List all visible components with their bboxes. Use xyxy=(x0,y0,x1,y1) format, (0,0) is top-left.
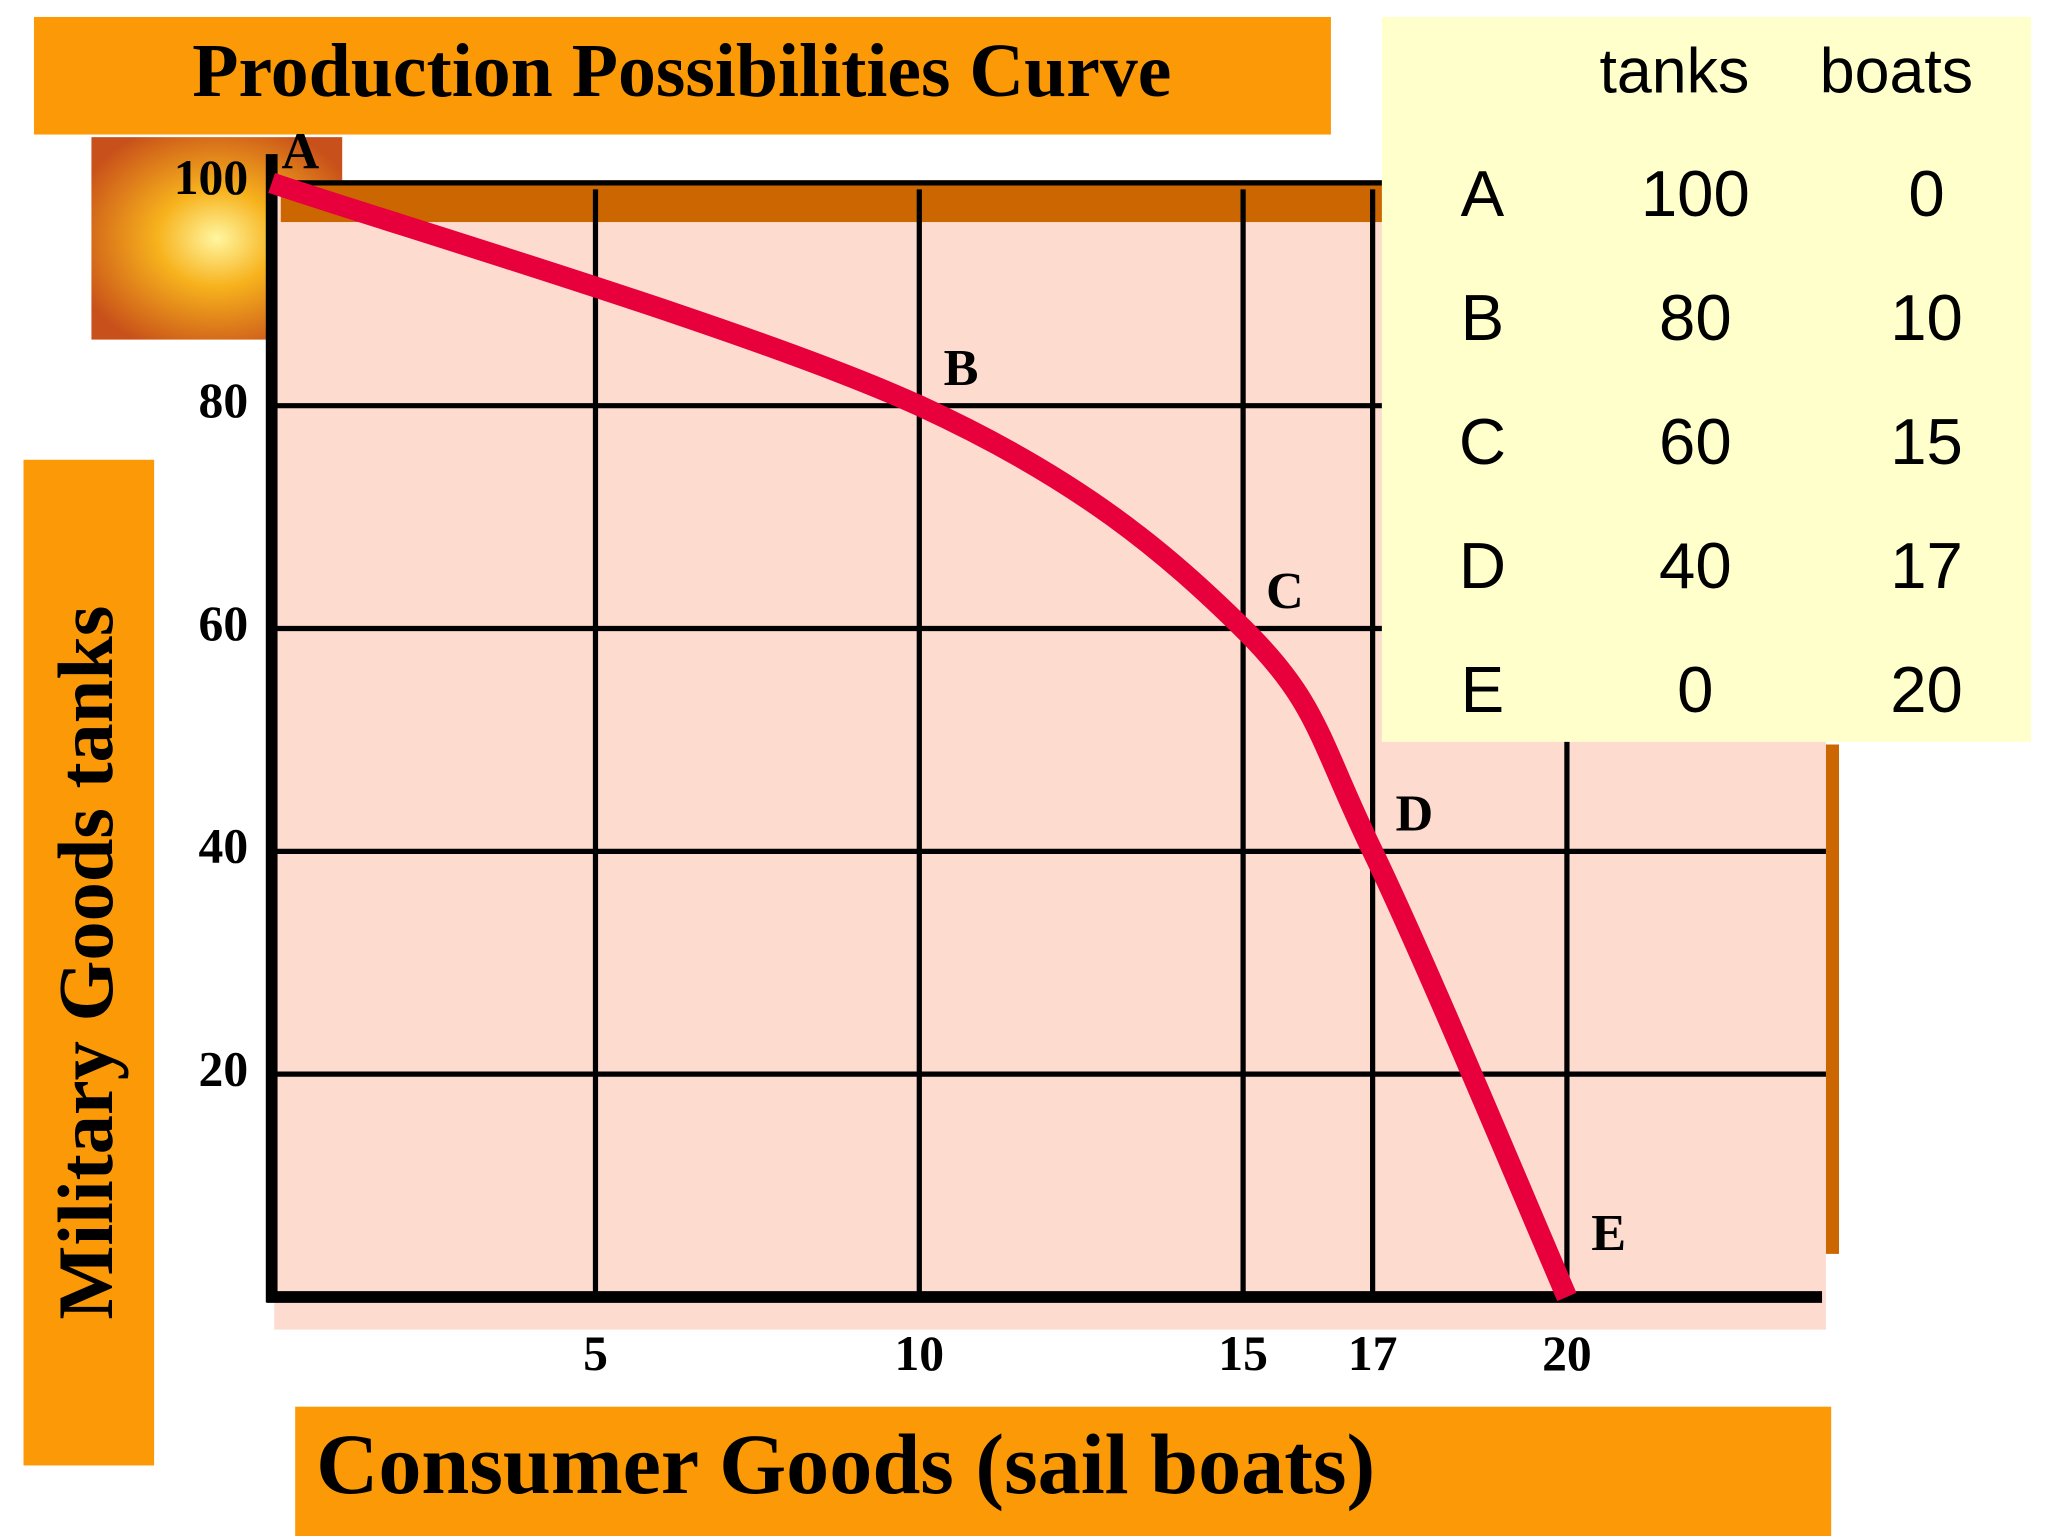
x-label-box xyxy=(295,1406,1832,1536)
point-label: E xyxy=(1591,1204,1626,1262)
table-cell: 80 xyxy=(1659,281,1732,354)
table-row-label: A xyxy=(1461,157,1505,230)
table-header: tanks xyxy=(1600,36,1750,106)
table-row-label: D xyxy=(1459,529,1506,602)
point-label: B xyxy=(944,339,979,397)
x-tick-label: 5 xyxy=(583,1326,608,1381)
table-cell: 17 xyxy=(1890,529,1963,602)
point-label: D xyxy=(1396,785,1434,843)
y-tick-label: 80 xyxy=(199,373,249,428)
point-label: C xyxy=(1266,562,1304,620)
table-row-label: B xyxy=(1461,281,1505,354)
plot-edge xyxy=(1825,744,1840,1254)
x-tick-label: 17 xyxy=(1348,1326,1398,1381)
chart-title: Production Possibilities Curve xyxy=(192,29,1171,113)
x-tick-label: 10 xyxy=(894,1326,944,1381)
table-cell: 40 xyxy=(1659,529,1732,602)
data-table: tanks boats A 100 0 B 80 10 C 60 15 D 40 17 E 0 20 xyxy=(1459,36,1973,726)
y-tick-label: 20 xyxy=(199,1042,249,1097)
point-label: A xyxy=(282,123,320,181)
table-cell: 0 xyxy=(1908,157,1944,230)
table-cell: 100 xyxy=(1641,157,1750,230)
table-cell: 0 xyxy=(1677,653,1713,726)
title-box xyxy=(33,16,1331,135)
table-header: boats xyxy=(1820,36,1973,106)
x-tick-label: 15 xyxy=(1218,1326,1268,1381)
y-axis-label: Military Goods tanks xyxy=(42,606,129,1320)
x-axis-label: Consumer Goods (sail boats) xyxy=(316,1416,1375,1512)
plot-band xyxy=(280,180,1385,223)
y-tick-label: 60 xyxy=(199,596,249,651)
table-row-label: C xyxy=(1459,405,1506,478)
ppc-curve xyxy=(268,172,1577,1302)
y-label-box xyxy=(23,459,155,1466)
table-cell: 15 xyxy=(1890,405,1963,478)
table-cell: 20 xyxy=(1890,653,1963,726)
table-row-label: E xyxy=(1461,653,1505,726)
x-tick-label: 20 xyxy=(1542,1326,1592,1381)
table-cell: 60 xyxy=(1659,405,1732,478)
y-tick-label: 40 xyxy=(199,819,249,874)
y-tick-label: 100 xyxy=(174,150,248,205)
table-cell: 10 xyxy=(1890,281,1963,354)
table-box xyxy=(1381,16,2032,742)
